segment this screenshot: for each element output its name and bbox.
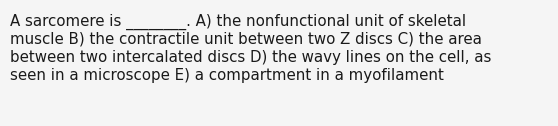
Text: A sarcomere is ________. A) the nonfunctional unit of skeletal: A sarcomere is ________. A) the nonfunct…: [10, 14, 466, 30]
Text: seen in a microscope E) a compartment in a myofilament: seen in a microscope E) a compartment in…: [10, 68, 444, 83]
Text: muscle B) the contractile unit between two Z discs C) the area: muscle B) the contractile unit between t…: [10, 32, 482, 47]
Text: between two intercalated discs D) the wavy lines on the cell, as: between two intercalated discs D) the wa…: [10, 50, 492, 65]
